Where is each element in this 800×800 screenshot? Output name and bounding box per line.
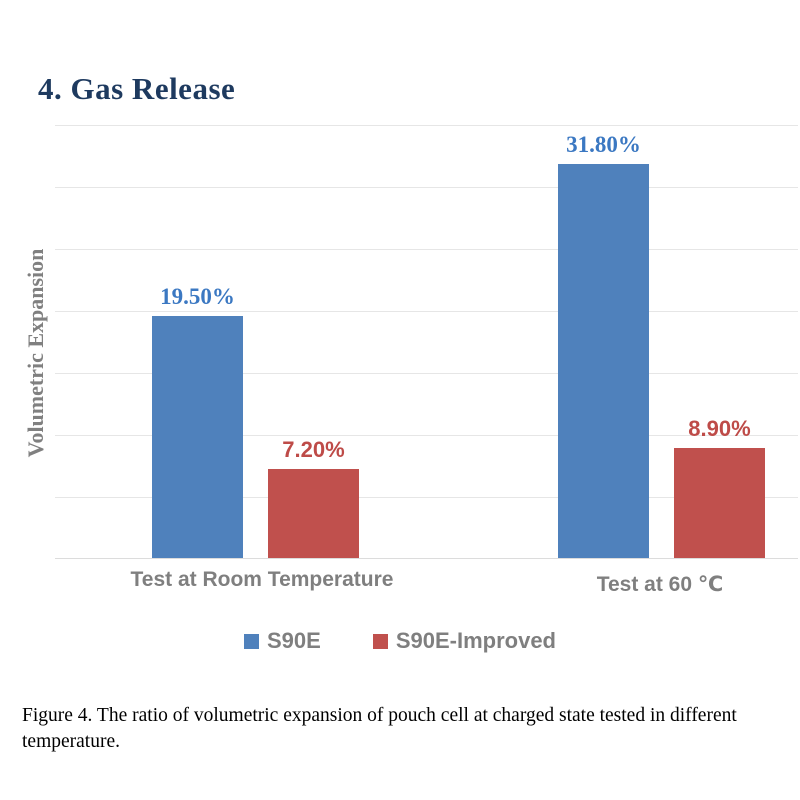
gridline <box>55 187 798 188</box>
bar-s90e-improved-60c <box>674 448 765 558</box>
gridline <box>55 125 798 126</box>
gridline <box>55 249 798 250</box>
bar-s90e-improved-room-temp <box>268 469 359 558</box>
chart-legend: S90E S90E-Improved <box>0 628 800 654</box>
y-axis-label: Volumetric Expansion <box>23 248 48 458</box>
bar-value-label: 8.90% <box>688 416 751 441</box>
bar-value-label: 31.80% <box>566 132 641 157</box>
gridline <box>55 373 798 374</box>
x-category-room-temperature: Test at Room Temperature <box>130 568 394 591</box>
x-category-60c: Test at 60 ℃ <box>596 573 724 596</box>
legend-swatch-s90e <box>244 633 259 649</box>
legend-swatch-s90e-improved <box>372 633 388 649</box>
legend-label-s90e-improved: S90E-Improved <box>395 628 556 653</box>
bar-value-label: 19.50% <box>160 284 235 309</box>
x-axis-line <box>55 558 798 559</box>
gridline <box>55 497 798 498</box>
legend-item-s90e-improved: S90E-Improved <box>372 628 556 654</box>
bar-s90e-room-temp <box>152 316 243 558</box>
plot-area: 19.50% 7.20% 31.80% 8.90% <box>55 125 798 559</box>
legend-item-s90e: S90E <box>244 628 321 654</box>
section-title: 4. Gas Release <box>38 70 236 106</box>
figure-caption: Figure 4. The ratio of volumetric expans… <box>22 704 737 753</box>
legend-label-s90e: S90E <box>267 628 321 653</box>
gridline <box>55 311 798 312</box>
bar-s90e-60c <box>558 164 649 558</box>
gridline <box>55 435 798 436</box>
bar-value-label: 7.20% <box>282 437 345 462</box>
bar-chart: Volumetric Expansion 19.50% 7.20% 31.80% 8.… <box>0 125 800 654</box>
